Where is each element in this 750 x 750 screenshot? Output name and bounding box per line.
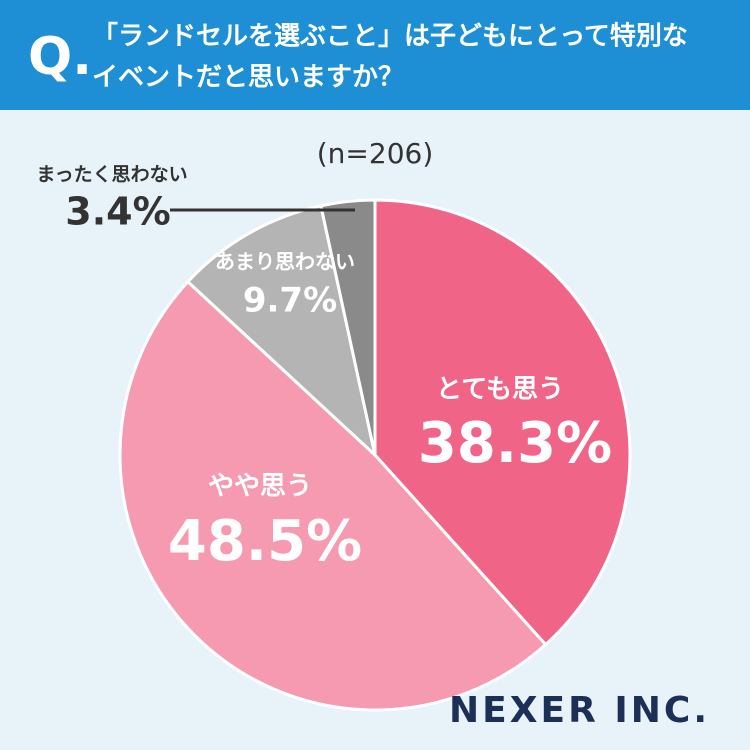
pie: [118, 198, 632, 712]
slice-value: 3.4%: [65, 190, 170, 234]
title-line: イベントだと思いますか？: [92, 63, 404, 93]
slice-value: 48.5%: [168, 509, 362, 574]
slice-category: あまり思わない: [215, 250, 355, 274]
question-mark: Q.: [28, 27, 92, 87]
slice-value: 38.3%: [418, 411, 612, 476]
slice-category: とても思う: [436, 375, 564, 405]
labels: とても思う 38.3% やや思う 48.5% あまり思わない 9.7% まったく思わない 3.…: [36, 164, 612, 575]
pie-slice: [373, 198, 632, 647]
logo: NEXER INC.: [449, 690, 710, 731]
slice-category: まったく思わない: [36, 164, 187, 186]
pie-slice: [319, 198, 377, 456]
pie-slice: [185, 204, 378, 460]
header-bar: [0, 0, 750, 110]
slice-category: やや思う: [208, 472, 312, 502]
slice-value: 9.7%: [243, 281, 337, 321]
pie-slice: [118, 279, 548, 712]
sample-size: (n=206): [317, 137, 434, 170]
title-line: 「ランドセルを選ぶこと」は子どもにとって特別な: [92, 21, 688, 52]
